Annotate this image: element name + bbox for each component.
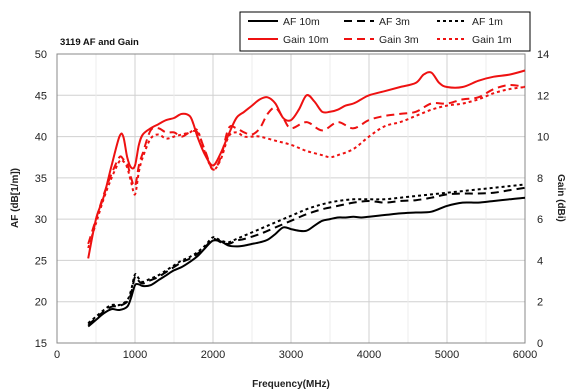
legend-label: Gain 10m (283, 34, 329, 46)
y-tick-label: 35 (35, 173, 47, 185)
x-tick-label: 3000 (279, 349, 303, 361)
x-tick-label: 4000 (357, 349, 381, 361)
legend-label: AF 10m (283, 16, 320, 28)
y2-tick-label: 10 (537, 132, 549, 144)
y-tick-label: 25 (35, 255, 47, 267)
y-tick-label: 30 (35, 214, 47, 226)
y-tick-label: 20 (35, 297, 47, 309)
series-line-af-10m (87, 196, 526, 328)
series-line-gain-1m (87, 86, 526, 249)
legend-box (239, 11, 531, 52)
legend-label: Gain 1m (472, 34, 512, 46)
y-tick-label: 50 (35, 49, 47, 61)
x-tick-label: 6000 (513, 349, 537, 361)
legend-label: AF 1m (472, 16, 503, 28)
y2-tick-label: 6 (537, 214, 543, 226)
chart-title: 3119 AF and Gain (60, 37, 139, 48)
y-tick-label: 15 (35, 338, 47, 350)
series-line-gain-3m (87, 83, 526, 245)
y2-tick-label: 0 (537, 338, 543, 350)
x-axis-label: Frequency(MHz) (252, 379, 330, 390)
y2-tick-label: 2 (537, 297, 543, 309)
y2-tick-label: 4 (537, 255, 543, 267)
series-line-gain-10m (87, 69, 526, 259)
y-tick-label: 40 (35, 132, 47, 144)
y2-axis-label: Gain (dBi) (555, 174, 566, 222)
y2-tick-label: 12 (537, 90, 549, 102)
x-tick-label: 2000 (201, 349, 225, 361)
legend-label: AF 3m (379, 16, 410, 28)
series-lines (87, 69, 526, 328)
series-line-af-1m (87, 183, 526, 324)
x-tick-label: 0 (54, 349, 60, 361)
y-tick-label: 45 (35, 90, 47, 102)
x-tick-label: 1000 (123, 349, 147, 361)
x-tick-label: 5000 (435, 349, 459, 361)
y2-tick-label: 14 (537, 49, 549, 61)
y2-tick-label: 8 (537, 173, 543, 185)
legend: AF 10m AF 3m AF 1m Gain 10m Gain 3m Gain 1m (239, 11, 531, 52)
y-axis-label: AF (dB[1/m]) (10, 168, 21, 228)
grid-lines (57, 54, 525, 343)
legend-label: Gain 3m (379, 34, 419, 46)
